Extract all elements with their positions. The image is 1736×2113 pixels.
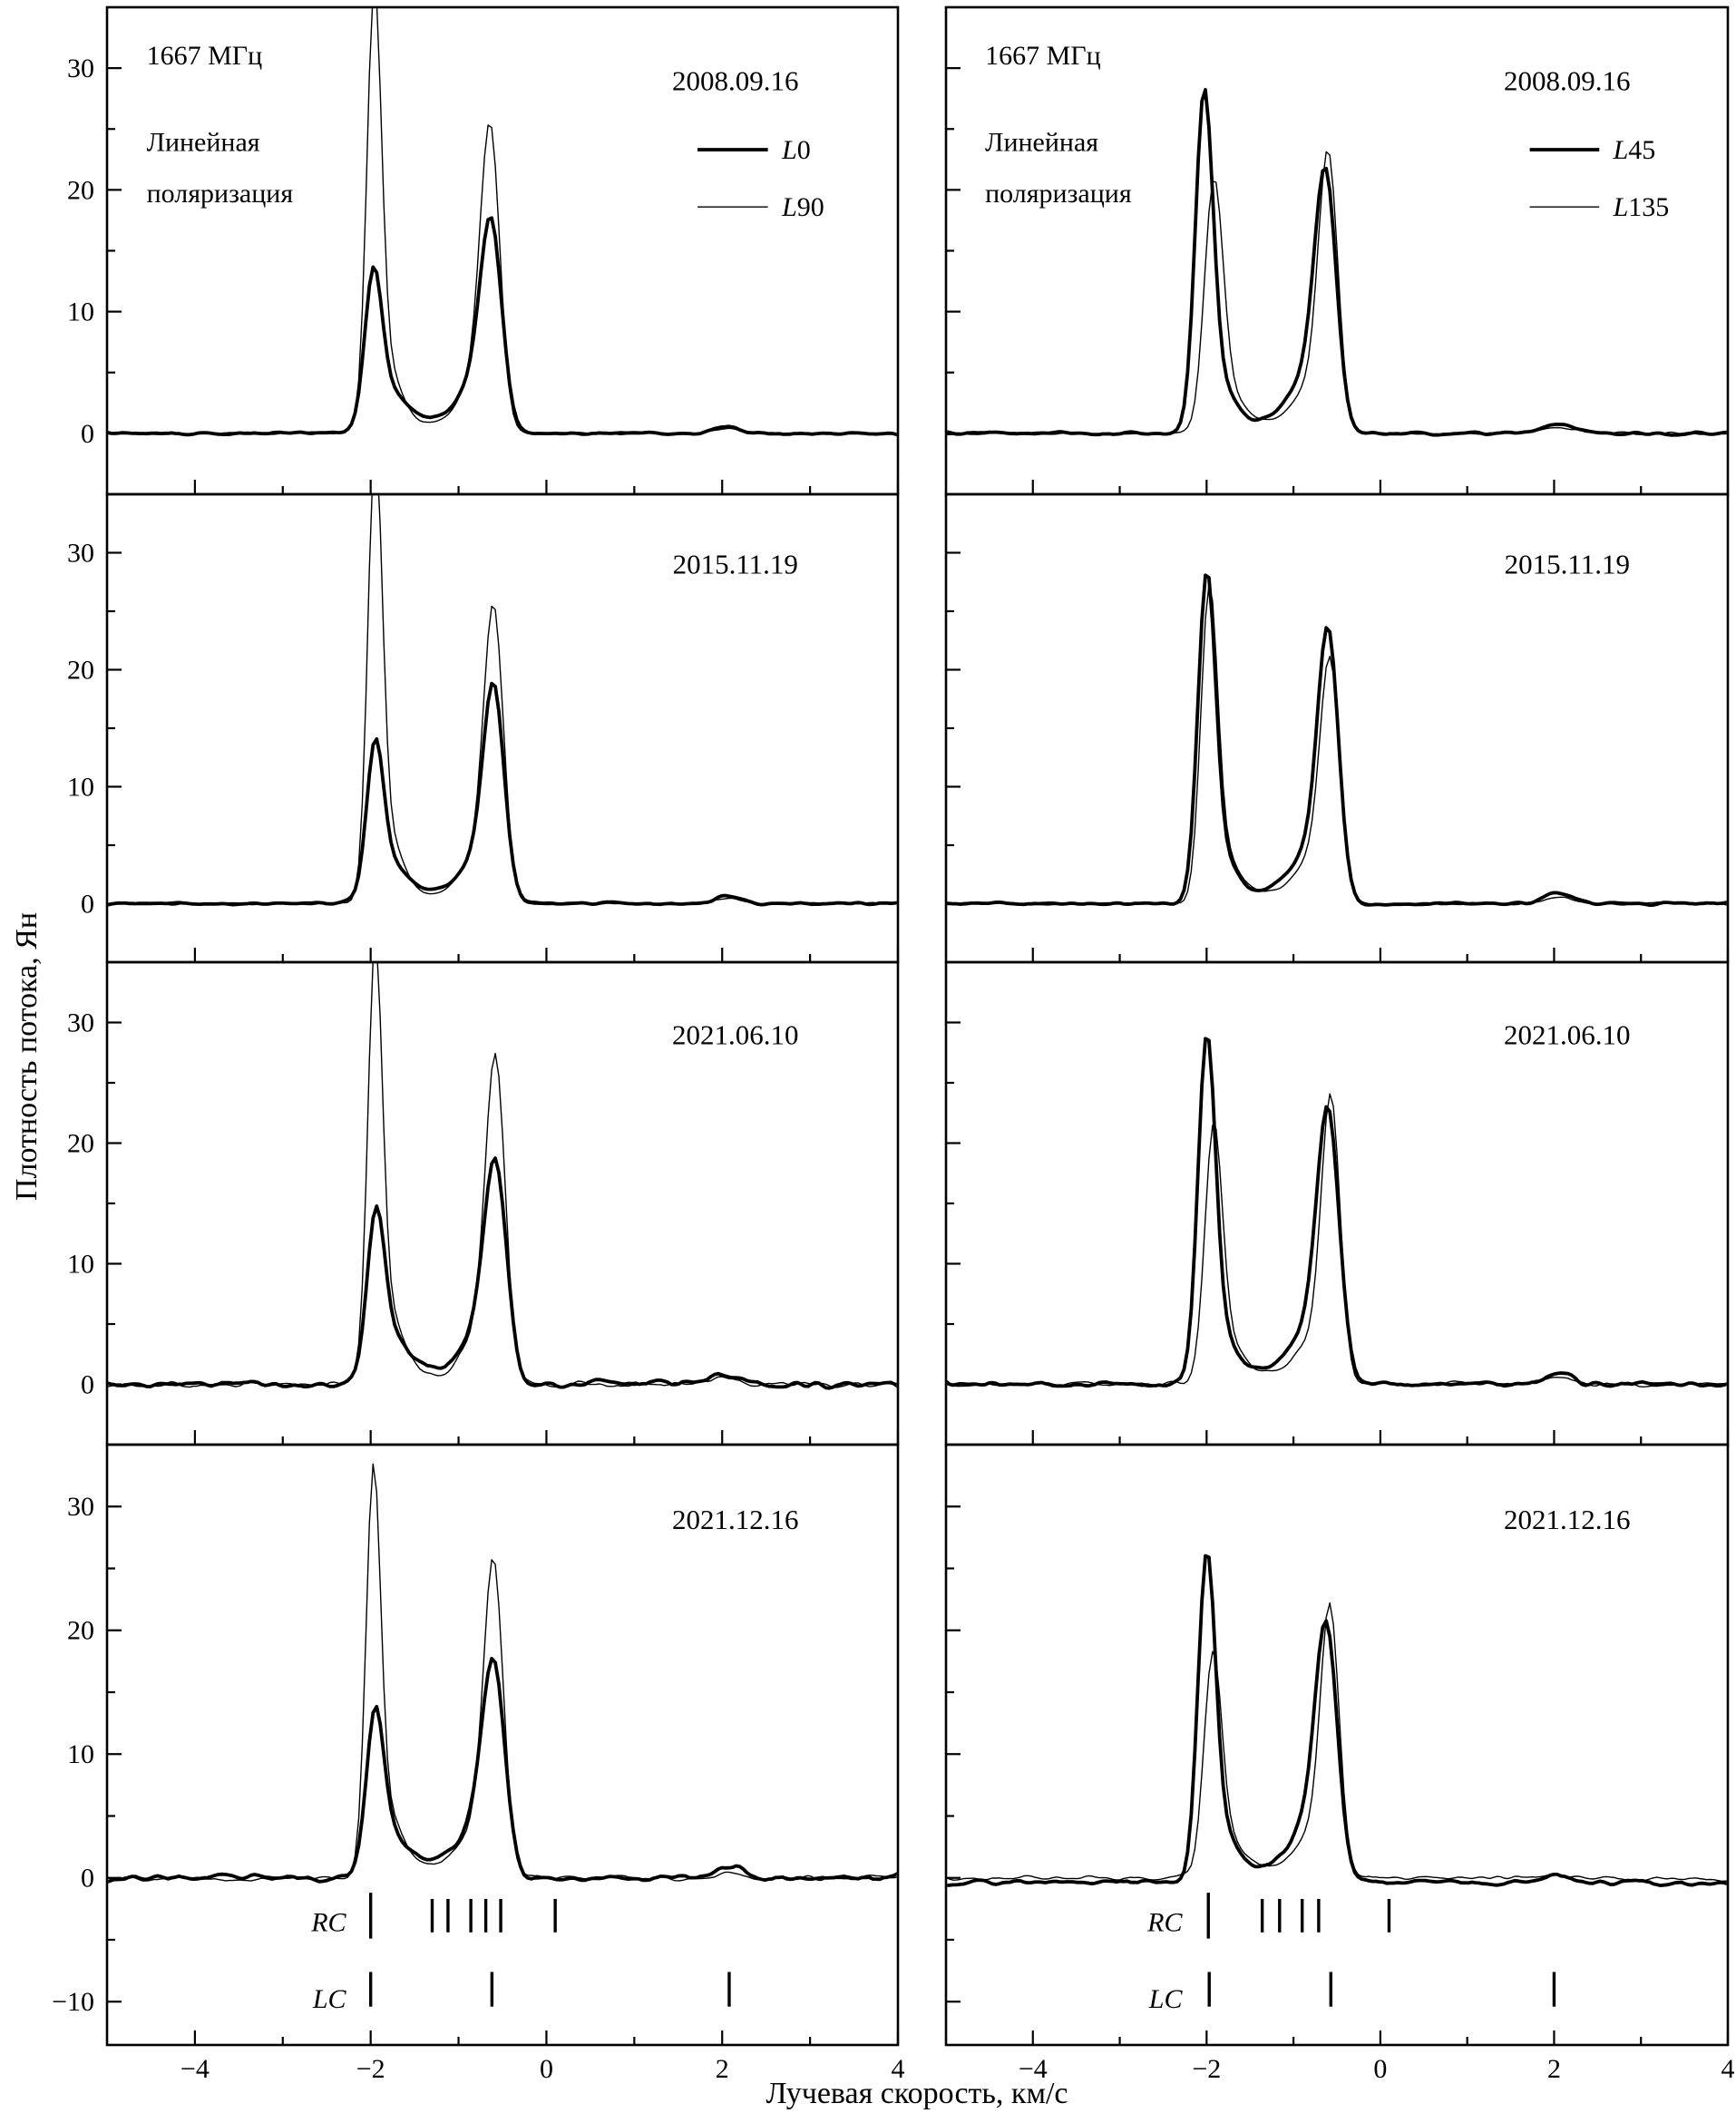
y-tick-label: 30 (67, 1008, 94, 1038)
legend-label-L90: L90 (781, 192, 824, 222)
y-tick-label: 0 (81, 1370, 94, 1400)
panel-border (105, 1443, 900, 2047)
x-tick-label: −2 (356, 2054, 385, 2084)
series-line-L135 (947, 583, 1727, 906)
series-line-L45 (947, 1037, 1727, 1388)
frequency-label: 1667 МГц (147, 41, 263, 71)
x-tick-label: −4 (1019, 2054, 1048, 2084)
rc-label: RC (1146, 1907, 1183, 1937)
series-line-L45 (947, 88, 1727, 437)
date-label: 2021.12.16 (1504, 1504, 1631, 1535)
date-label: 2021.12.16 (672, 1504, 799, 1535)
series-line-L0 (108, 216, 897, 437)
x-tick-label: 2 (716, 2054, 729, 2084)
y-tick-label: 30 (67, 54, 94, 83)
legend-label-L135: L135 (1613, 192, 1670, 222)
x-tick-label: 0 (1373, 2054, 1387, 2084)
x-tick-label: 0 (540, 2054, 553, 2084)
y-axis-label: Плотность потока, Ян (10, 911, 44, 1202)
polarization-label: Линейная (985, 127, 1098, 157)
legend-label-L0: L0 (781, 135, 811, 165)
date-label: 2015.11.19 (1505, 549, 1630, 580)
x-tick-label: −4 (180, 2054, 210, 2084)
panel-border (944, 1443, 1730, 2047)
rc-label: RC (310, 1907, 346, 1937)
polarization-label: поляризация (985, 179, 1132, 209)
series-line-L45 (947, 1553, 1727, 1887)
y-tick-label: 30 (67, 1492, 94, 1522)
panel (105, 1443, 900, 2047)
lc-label: LC (312, 1984, 347, 2014)
series-line-L0 (108, 1156, 897, 1390)
date-label: 2015.11.19 (673, 549, 798, 580)
series-line-L0 (108, 1657, 897, 1884)
polarization-label: поляризация (147, 179, 294, 209)
date-label: 2021.06.10 (1504, 1018, 1631, 1050)
series-line-L135 (947, 1602, 1727, 1882)
series-line-L90 (108, 495, 897, 906)
series-line-L90 (108, 963, 897, 1388)
y-tick-label: −10 (52, 1987, 94, 2017)
y-tick-label: 20 (67, 175, 94, 205)
y-tick-label: 30 (67, 539, 94, 569)
frequency-label: 1667 МГц (985, 41, 1101, 71)
date-label: 2008.09.16 (672, 64, 799, 96)
x-tick-label: 4 (892, 2054, 905, 2084)
y-tick-label: 0 (81, 1864, 94, 1894)
date-label: 2021.06.10 (672, 1018, 799, 1050)
y-tick-label: 0 (81, 890, 94, 920)
x-tick-label: 4 (1721, 2054, 1735, 2084)
y-tick-label: 0 (81, 419, 94, 449)
polarization-label: Линейная (147, 127, 260, 157)
y-tick-label: 10 (67, 297, 94, 327)
legend-label-L45: L45 (1613, 135, 1656, 165)
y-tick-label: 10 (67, 773, 94, 803)
panel (944, 1443, 1730, 2047)
y-tick-label: 10 (67, 1250, 94, 1280)
x-tick-label: −2 (1192, 2054, 1221, 2084)
series-line-L45 (947, 573, 1727, 908)
x-axis-label: Лучевая скорость, км/с (766, 2077, 1068, 2110)
y-tick-label: 20 (67, 656, 94, 686)
y-tick-label: 10 (67, 1739, 94, 1769)
date-label: 2008.09.16 (1504, 64, 1631, 96)
panel (105, 492, 900, 964)
series-line-L0 (108, 681, 897, 907)
y-tick-label: 20 (67, 1616, 94, 1646)
series-line-L135 (947, 1093, 1727, 1388)
y-tick-label: 20 (67, 1129, 94, 1159)
x-tick-label: 2 (1547, 2054, 1561, 2084)
lc-label: LC (1148, 1984, 1184, 2014)
